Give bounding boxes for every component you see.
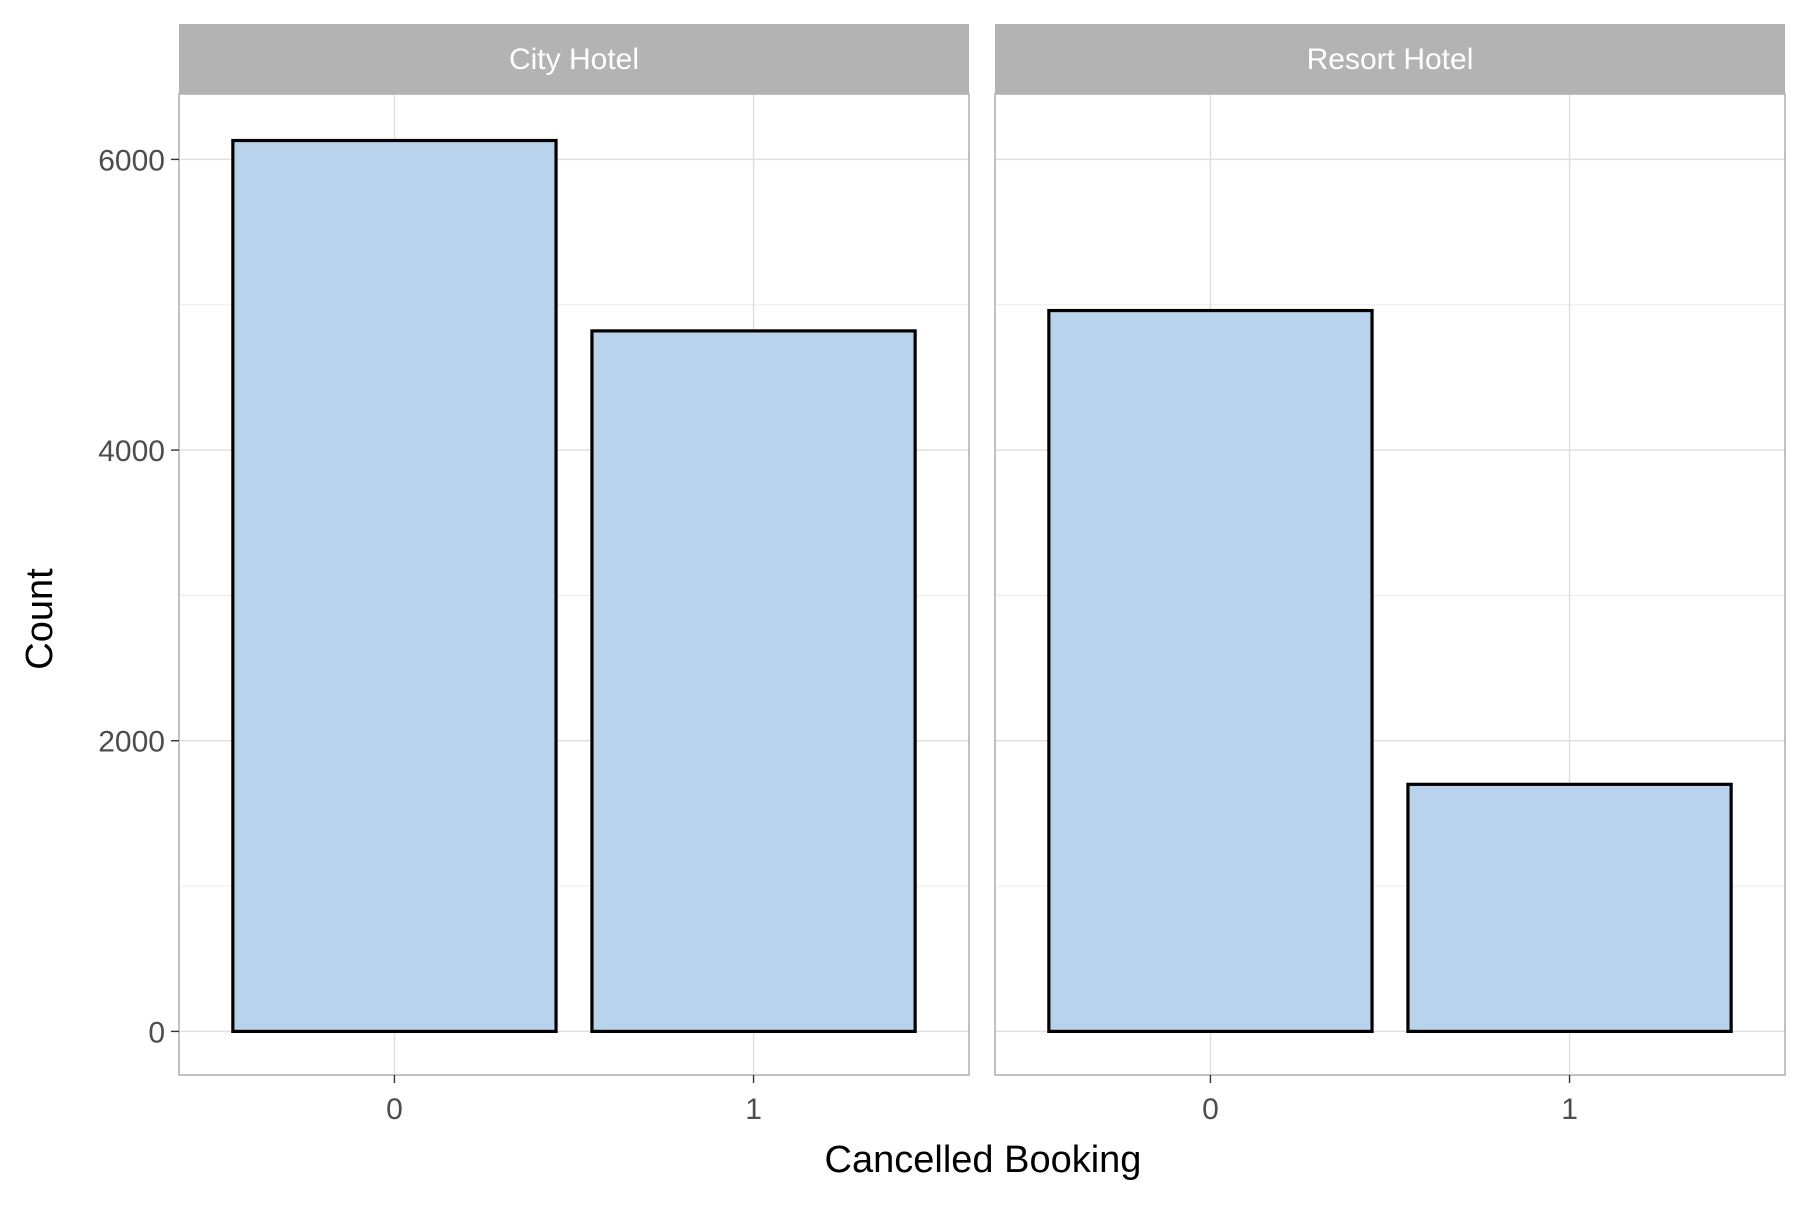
facet-panel-1: Resort Hotel 0 1 [994, 24, 1786, 1126]
facet-strip-label: Resort Hotel [1307, 43, 1474, 76]
x-tick-label: 0 [1202, 1093, 1219, 1126]
facets-layer: City Hotel 0 1 Resort Hotel 0 1 [178, 24, 1786, 1126]
facet-strip-label: City Hotel [509, 43, 639, 76]
y-axis-title: Count [19, 568, 61, 670]
y-tick-label: 0 [148, 1016, 165, 1049]
y-tick-label: 2000 [98, 726, 165, 759]
y-tick-label: 6000 [98, 144, 165, 177]
bar-resort-hotel-1 [1406, 782, 1733, 1033]
facet-strip [179, 24, 969, 94]
bar-city-hotel-0 [231, 138, 558, 1033]
bar-resort-hotel-0 [1047, 308, 1374, 1033]
x-axis-title: Cancelled Booking [825, 1139, 1142, 1181]
y-axis: 0 2000 4000 6000 [98, 144, 179, 1049]
facet-strip [995, 24, 1785, 94]
facet-panel-0: City Hotel 0 1 [178, 24, 970, 1126]
x-tick-label: 1 [745, 1093, 762, 1126]
x-tick-label: 1 [1561, 1093, 1578, 1126]
y-tick-label: 4000 [98, 435, 165, 468]
bar-city-hotel-1 [590, 329, 917, 1033]
x-tick-label: 0 [386, 1093, 403, 1126]
